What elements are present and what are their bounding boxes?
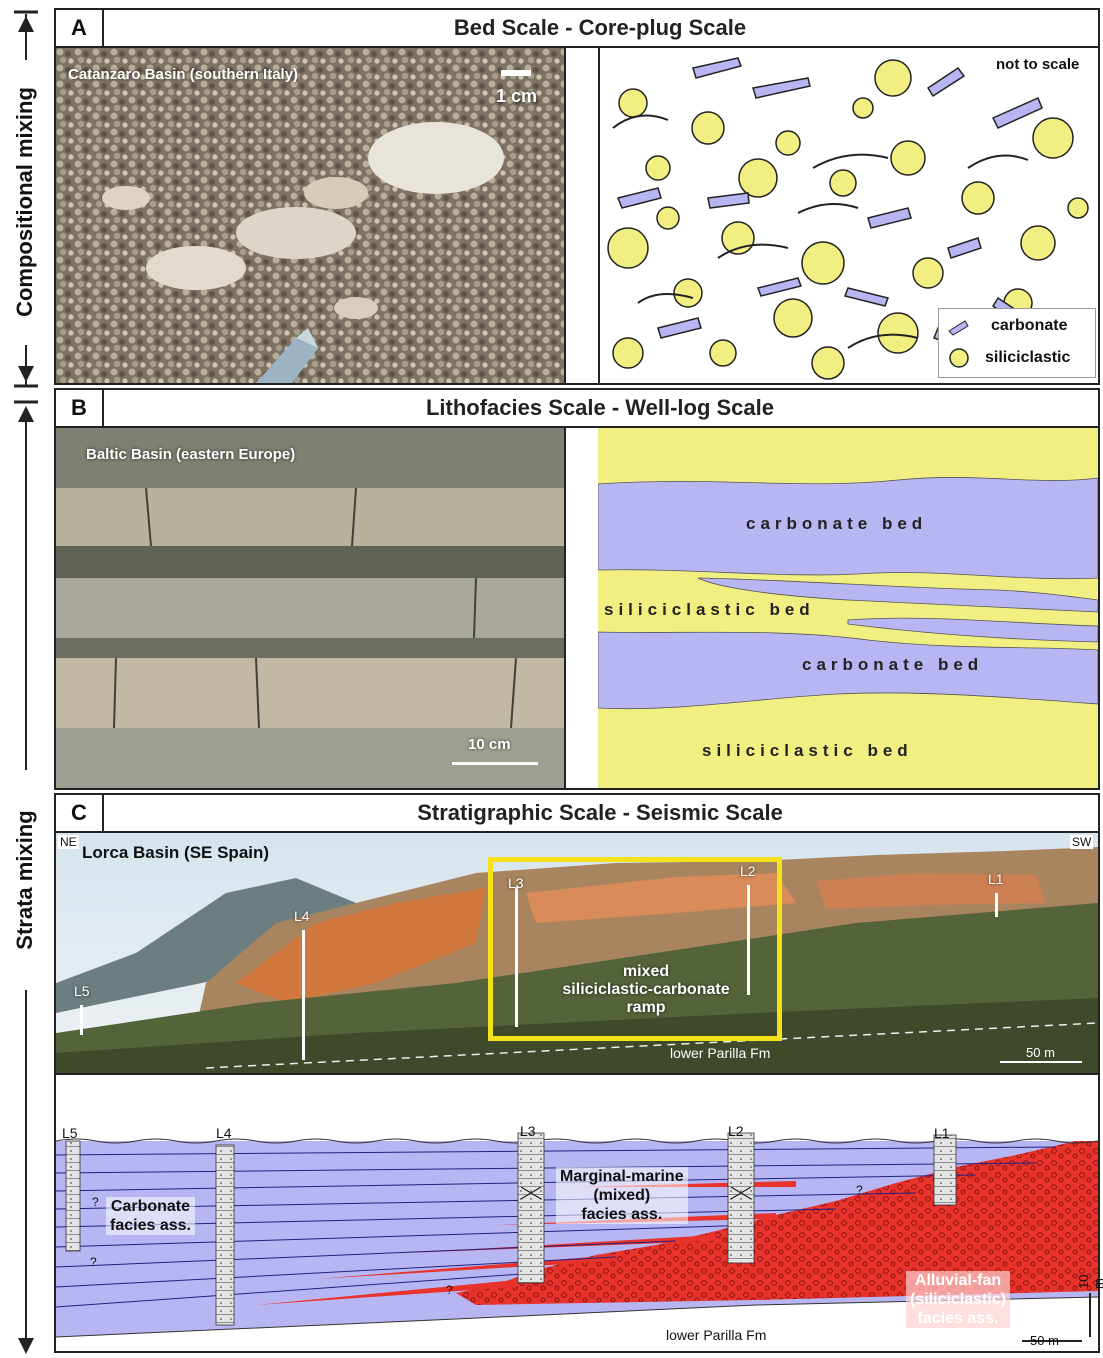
panel-a-divider [564, 48, 600, 383]
panel-b-divider [564, 428, 600, 788]
panel-a-title: Bed Scale - Core-plug Scale [453, 15, 747, 40]
cross-section-drawing [55, 1132, 1099, 1342]
panel-a: A Bed Scale - Core-plug Scale [54, 8, 1100, 385]
panel-a-scale-label: 1 cm [496, 86, 538, 106]
panel-b-scale-label: 10 cm [468, 736, 511, 753]
question-mark-3: ? [446, 1283, 453, 1297]
panel-b-photo [56, 428, 564, 788]
question-mark-4: ? [856, 1183, 863, 1197]
bed-label-siliciclastic-2: siliciclastic bed [702, 741, 913, 760]
question-mark-1: ? [92, 1195, 99, 1209]
photo-label-l3: L3 [508, 875, 524, 891]
panel-b-header: B Lithofacies Scale - Well-log Scale [56, 390, 1098, 428]
bed-label-siliciclastic-1: siliciclastic bed [604, 600, 815, 619]
photo-marker-l2 [747, 885, 750, 995]
photo-label-l2: L2 [740, 863, 756, 879]
alluvial-facies-line-3: facies ass. [917, 1310, 999, 1327]
alluvial-facies-label: Alluvial-fan (siliciclastic) facies ass. [906, 1271, 1011, 1328]
panel-b-location: Baltic Basin (eastern Europe) [86, 446, 296, 463]
sediment-photo-illustration [56, 48, 564, 383]
panel-c-header: C Stratigraphic Scale - Seismic Scale [56, 795, 1098, 833]
alluvial-facies-line-1: Alluvial-fan [914, 1272, 1002, 1289]
section-scale-vertical: 10 m [1076, 1274, 1103, 1289]
landscape-photo-illustration [56, 833, 1098, 1073]
carbonate-facies-label: Carbonate facies ass. [106, 1197, 195, 1235]
marginal-facies-line-3: facies ass. [581, 1206, 663, 1223]
panel-a-scale-bar [501, 70, 531, 76]
section-formation: lower Parilla Fm [666, 1327, 767, 1343]
log-label-l1: L1 [934, 1125, 950, 1141]
photo-sw-label: SW [1070, 835, 1094, 849]
cross-section [55, 1075, 1099, 1351]
panel-a-not-to-scale: not to scale [996, 56, 1080, 73]
panel-b: B Lithofacies Scale - Well-log Scale Bal… [54, 388, 1100, 790]
panel-a-photo [56, 48, 564, 383]
photo-label-l1: L1 [988, 871, 1004, 887]
photo-marker-l4 [302, 930, 305, 1060]
photo-location: Lorca Basin (SE Spain) [82, 843, 270, 862]
panel-a-letter: A [56, 10, 104, 46]
marginal-facies-line-2: (mixed) [593, 1187, 651, 1204]
photo-marker-l1 [995, 893, 998, 917]
panel-c: C Stratigraphic Scale - Seismic Scale NE… [54, 793, 1103, 1353]
side-arrows [14, 10, 38, 1354]
panel-a-header: A Bed Scale - Core-plug Scale [56, 10, 1098, 48]
bed-label-carbonate-1: carbonate bed [746, 514, 928, 533]
strata-mixing-label: Strata mixing [12, 810, 37, 950]
legend-siliciclastic-label: siliciclastic [985, 349, 1071, 366]
photo-scale-bar [1000, 1061, 1082, 1063]
outcrop-photo-illustration [56, 428, 564, 788]
carbonate-facies-line-2: facies ass. [110, 1217, 191, 1234]
panel-c-photo [56, 833, 1098, 1075]
log-label-l3: L3 [520, 1123, 536, 1139]
panel-b-letter: B [56, 390, 104, 426]
photo-scale-label: 50 m [1026, 1045, 1055, 1060]
panel-b-title: Lithofacies Scale - Well-log Scale [425, 395, 775, 420]
panel-c-title: Stratigraphic Scale - Seismic Scale [417, 800, 783, 825]
panel-a-location: Catanzaro Basin (southern Italy) [68, 66, 299, 83]
legend-carbonate-label: carbonate [991, 317, 1068, 334]
panel-c-letter: C [56, 795, 104, 831]
carbonate-legend-icon [948, 320, 969, 336]
log-label-l2: L2 [728, 1123, 744, 1139]
marginal-facies-label: Marginal-marine (mixed) facies ass. [556, 1167, 688, 1224]
question-mark-2: ? [90, 1255, 97, 1269]
panel-b-scale-bar [452, 762, 538, 765]
log-label-l4: L4 [216, 1125, 232, 1141]
compositional-mixing-label: Compositional mixing [12, 87, 37, 317]
bed-label-carbonate-2: carbonate bed [802, 655, 984, 674]
section-scale-horizontal: 50 m [1030, 1333, 1059, 1348]
ramp-label-line-2: siliciclastic-carbonate [562, 981, 730, 998]
siliciclastic-legend-icon [949, 348, 969, 368]
panel-a-legend: carbonate siliciclastic [938, 308, 1096, 378]
photo-label-l5: L5 [74, 983, 90, 999]
photo-ne-label: NE [58, 835, 79, 849]
ramp-label: mixed siliciclastic-carbonate ramp [541, 963, 751, 1017]
alluvial-facies-line-2: (siliciclastic) [910, 1291, 1007, 1308]
ramp-label-line-1: mixed [622, 963, 670, 980]
photo-marker-l5 [80, 1005, 83, 1035]
log-label-l5: L5 [62, 1125, 78, 1141]
ramp-label-line-3: ramp [626, 999, 666, 1016]
photo-label-l4: L4 [294, 908, 310, 924]
photo-marker-l3 [515, 887, 518, 1027]
photo-formation: lower Parilla Fm [670, 1045, 771, 1061]
carbonate-facies-line-1: Carbonate [110, 1198, 191, 1215]
marginal-facies-line-1: Marginal-marine [560, 1168, 684, 1185]
highlight-box [488, 857, 782, 1041]
